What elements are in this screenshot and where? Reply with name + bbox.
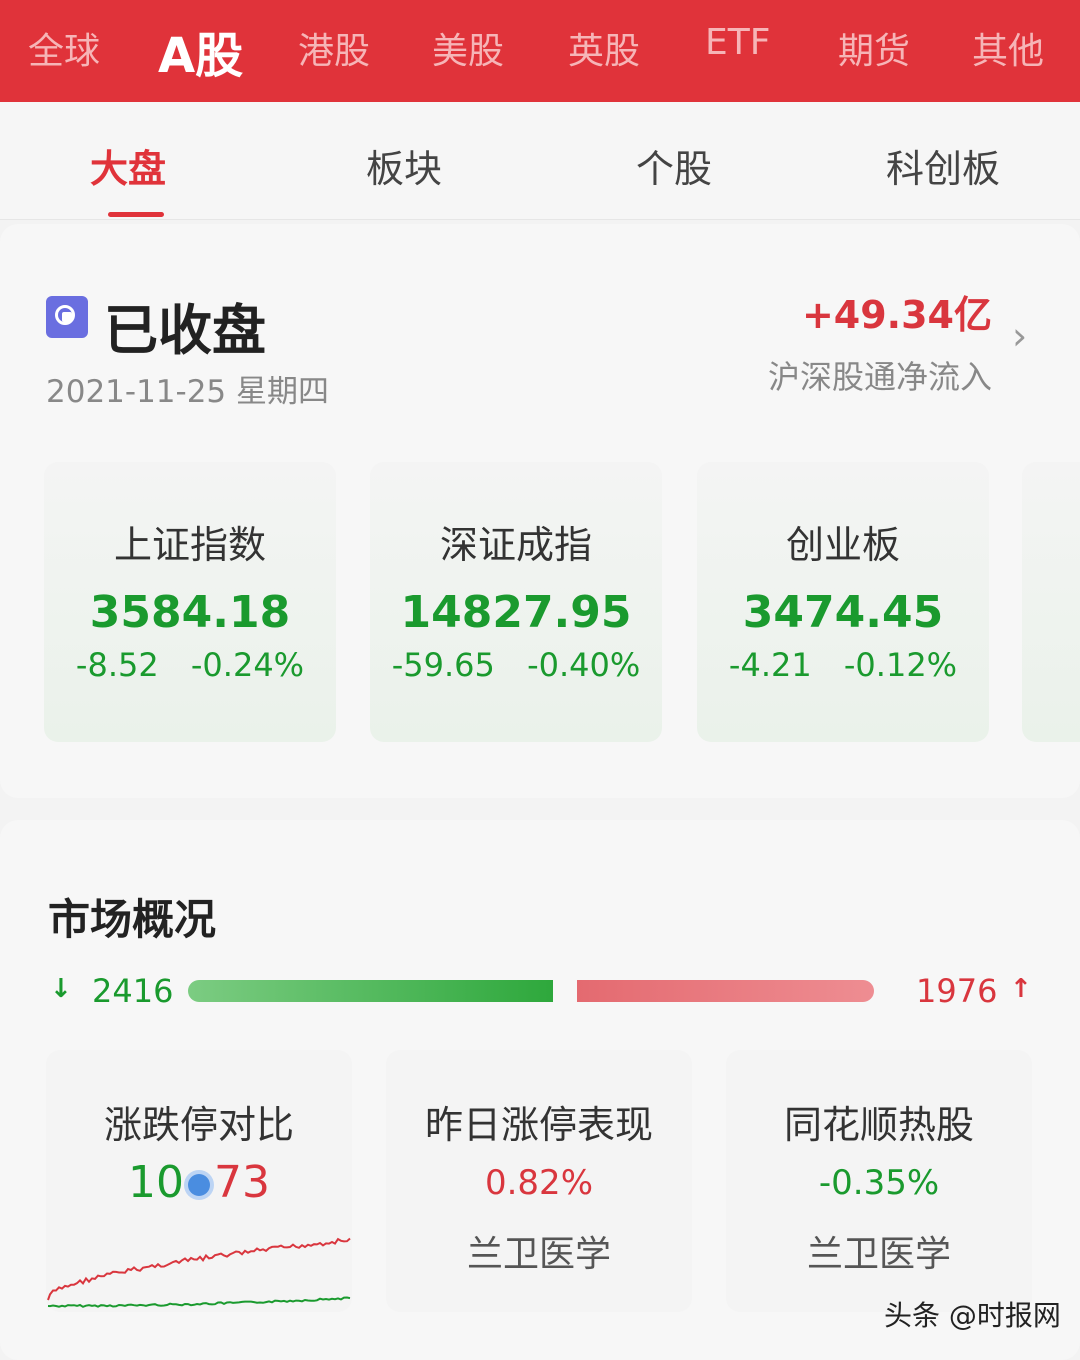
index-change: -4.21	[728, 646, 812, 684]
card-stock: 兰卫医学	[466, 1234, 611, 1275]
card-stock: 兰卫医学	[806, 1234, 951, 1275]
index-pct: -0.12%	[843, 646, 958, 684]
index-change: -8.52	[75, 646, 159, 684]
market-tab-bar: 全球 A股 港股 美股 英股 ETF 期货 其他	[0, 0, 1080, 102]
tab-etf[interactable]: ETF	[705, 22, 771, 63]
card-pct: -0.35%	[818, 1163, 940, 1203]
tab-uk[interactable]: 英股	[568, 31, 641, 72]
up-count: 1976	[916, 972, 998, 1010]
card-title: 昨日涨停表现	[424, 1103, 653, 1147]
tab-star-market[interactable]: 科创板	[886, 147, 1001, 191]
index-value: 3584.18	[89, 587, 291, 638]
index-change: -59.65	[391, 646, 495, 684]
tab-market[interactable]: 大盘	[90, 147, 167, 191]
index-tile-szse[interactable]: 深证成指 14827.95 -59.65 -0.40%	[370, 462, 662, 742]
limit-up-line	[47, 1237, 351, 1301]
index-name: 深证成指	[439, 523, 592, 567]
breadth-bar-up	[577, 980, 874, 1002]
trade-date: 2021-11-25 星期四	[46, 374, 330, 410]
index-value: 3474.45	[742, 587, 944, 638]
arrow-up-icon: ↑	[1010, 974, 1032, 1004]
sub-tab-bar: 大盘 板块 个股 科创板	[0, 102, 1080, 220]
tab-us[interactable]: 美股	[432, 31, 505, 72]
index-tile-partial[interactable]	[1022, 462, 1080, 742]
down-count: 2416	[92, 972, 174, 1010]
card-title: 涨跌停对比	[103, 1103, 294, 1147]
limit-down-count: 10	[128, 1157, 184, 1208]
index-name: 创业板	[785, 523, 900, 567]
index-name: 上证指数	[113, 523, 266, 567]
index-pct: -0.40%	[527, 646, 641, 684]
limit-compare-card[interactable]: 涨跌停对比 10 73	[46, 1050, 352, 1312]
breadth-bar-down	[188, 980, 554, 1002]
tab-a-shares[interactable]: A股	[158, 28, 244, 84]
overview-title: 市场概况	[48, 895, 217, 944]
index-tile-chinext[interactable]: 创业板 3474.45 -4.21 -0.12%	[697, 462, 989, 742]
limit-sparkline	[47, 1237, 351, 1308]
tab-futures[interactable]: 期货	[838, 31, 911, 72]
limit-up-count: 73	[214, 1157, 270, 1208]
tab-sectors[interactable]: 板块	[366, 147, 443, 191]
tab-other[interactable]: 其他	[972, 31, 1045, 72]
index-value: 14827.95	[400, 587, 632, 638]
market-closed-icon	[46, 296, 88, 338]
divider-dot-icon	[188, 1174, 210, 1196]
card-pct: 0.82%	[484, 1163, 593, 1203]
northbound-flow-value[interactable]: +49.34亿	[801, 293, 992, 337]
index-pct: -0.24%	[190, 646, 305, 684]
tab-global[interactable]: 全球	[28, 31, 101, 72]
active-tab-indicator	[108, 212, 164, 217]
northbound-flow-label[interactable]: 沪深股通净流入	[767, 358, 992, 396]
breadth-bar	[188, 980, 874, 1002]
limit-down-line	[47, 1296, 351, 1308]
tab-hk[interactable]: 港股	[298, 31, 371, 72]
index-tile-sse[interactable]: 上证指数 3584.18 -8.52 -0.24%	[44, 462, 336, 742]
card-title: 同花顺热股	[783, 1103, 974, 1147]
market-status: 已收盘	[104, 299, 266, 362]
tab-stocks[interactable]: 个股	[636, 147, 713, 191]
arrow-down-icon: ↓	[50, 974, 72, 1004]
yesterday-limit-card[interactable]: 昨日涨停表现 0.82% 兰卫医学	[386, 1050, 692, 1312]
hot-stock-card[interactable]: 同花顺热股 -0.35% 兰卫医学	[726, 1050, 1032, 1312]
chevron-right-icon[interactable]: ›	[1012, 314, 1028, 358]
watermark: 头条 @时报网	[884, 1299, 1061, 1332]
